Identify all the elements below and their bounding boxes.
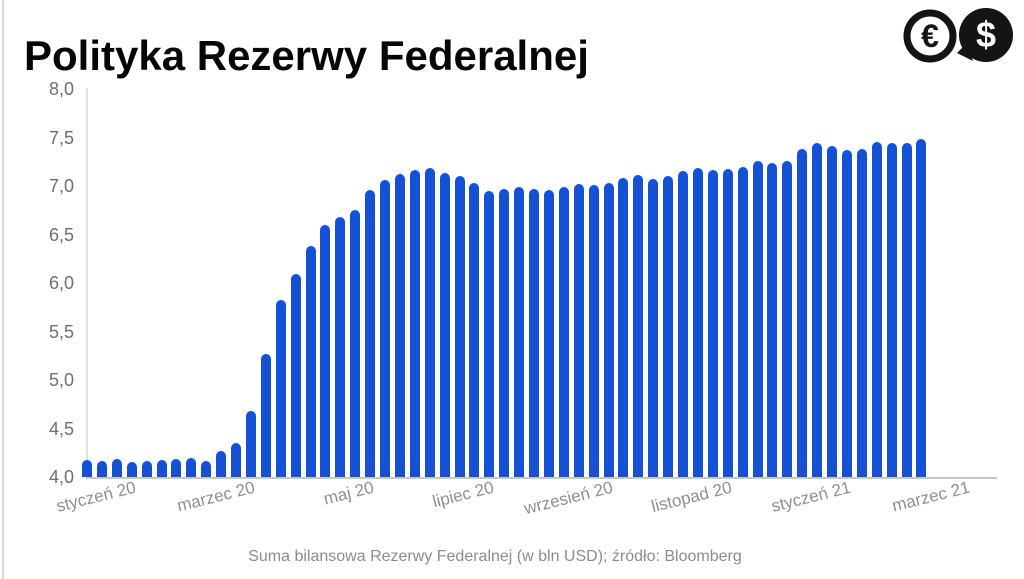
- bar: [350, 210, 361, 477]
- bar: [499, 188, 510, 477]
- dollar-symbol: $: [976, 14, 996, 55]
- bar: [618, 178, 629, 477]
- y-tick-label: 5,0: [48, 370, 74, 390]
- bar: [290, 274, 301, 477]
- bar: [648, 179, 659, 477]
- euro-symbol: €: [921, 18, 939, 54]
- bar: [737, 166, 748, 477]
- bar: [186, 457, 197, 477]
- y-tick-label: 5,5: [48, 321, 74, 342]
- page-edge-line: [2, 0, 4, 579]
- bar: [797, 149, 808, 477]
- bar: [111, 458, 122, 477]
- bar: [96, 461, 107, 477]
- euro-coin-icon: €: [903, 9, 957, 63]
- bar: [886, 143, 897, 477]
- bar: [588, 185, 599, 477]
- bar: [141, 460, 152, 477]
- bar: [901, 143, 912, 477]
- y-tick-label: 4,0: [48, 467, 74, 487]
- y-tick-label: 4,5: [48, 418, 74, 439]
- bar: [812, 143, 823, 477]
- y-axis-line: [86, 88, 88, 477]
- dollar-coin-icon: $: [957, 8, 1013, 62]
- y-tick-label: 8,0: [48, 79, 74, 99]
- bar: [409, 169, 420, 477]
- x-tick-label: listopad 20: [649, 477, 734, 517]
- bar: [558, 186, 569, 477]
- bar: [260, 353, 271, 477]
- dollar-coin-tail: [957, 43, 973, 61]
- bar: [722, 168, 733, 477]
- x-tick-label: marzec 21: [890, 477, 973, 516]
- bar: [633, 175, 644, 477]
- bar: [484, 190, 495, 477]
- x-tick-label: wrzesień 20: [521, 477, 615, 519]
- y-tick-label: 7,0: [48, 176, 74, 196]
- bar: [782, 160, 793, 477]
- bar: [827, 146, 837, 477]
- currency-logo: € $: [903, 7, 1015, 65]
- bar: [424, 167, 435, 477]
- bar: [603, 183, 614, 477]
- bar: [171, 458, 182, 477]
- bar: [573, 184, 584, 477]
- chart-caption: Suma bilansowa Rezerwy Federalnej (w bln…: [248, 548, 742, 565]
- bar: [439, 173, 450, 477]
- bar: [365, 189, 376, 477]
- bar: [767, 162, 778, 477]
- bar: [82, 459, 92, 477]
- x-tick-label: maj 20: [322, 477, 377, 509]
- bar: [678, 171, 688, 477]
- y-tick-label: 7,5: [48, 127, 74, 148]
- bar: [663, 176, 674, 477]
- bar: [335, 217, 346, 477]
- bar: [380, 180, 390, 477]
- bar: [320, 224, 331, 477]
- bar: [454, 176, 465, 477]
- bar: [841, 150, 852, 477]
- bar: [692, 167, 703, 477]
- bar: [469, 183, 480, 477]
- bar: [126, 462, 137, 477]
- page-title: Polityka Rezerwy Federalnej: [24, 32, 589, 80]
- bar: [871, 142, 882, 477]
- bar: [201, 460, 212, 477]
- bar: [245, 411, 256, 477]
- x-axis-line: [86, 477, 997, 479]
- y-tick-label: 6,5: [48, 224, 74, 245]
- y-tick-label: 6,0: [48, 273, 74, 293]
- x-tick-label: marzec 20: [175, 477, 257, 516]
- bar: [216, 450, 227, 477]
- bar: [543, 189, 554, 477]
- bar: [707, 170, 718, 477]
- bar: [529, 188, 539, 477]
- bar: [752, 160, 763, 477]
- bar: [156, 459, 167, 477]
- bar: [856, 149, 867, 477]
- x-tick-label: styczeń 21: [769, 477, 853, 516]
- bar: [275, 300, 286, 477]
- bar: [916, 139, 927, 477]
- x-tick-label: lipiec 20: [430, 477, 496, 512]
- bar: [305, 246, 316, 477]
- bar: [394, 174, 405, 477]
- bar: [514, 186, 525, 477]
- bar: [231, 443, 241, 477]
